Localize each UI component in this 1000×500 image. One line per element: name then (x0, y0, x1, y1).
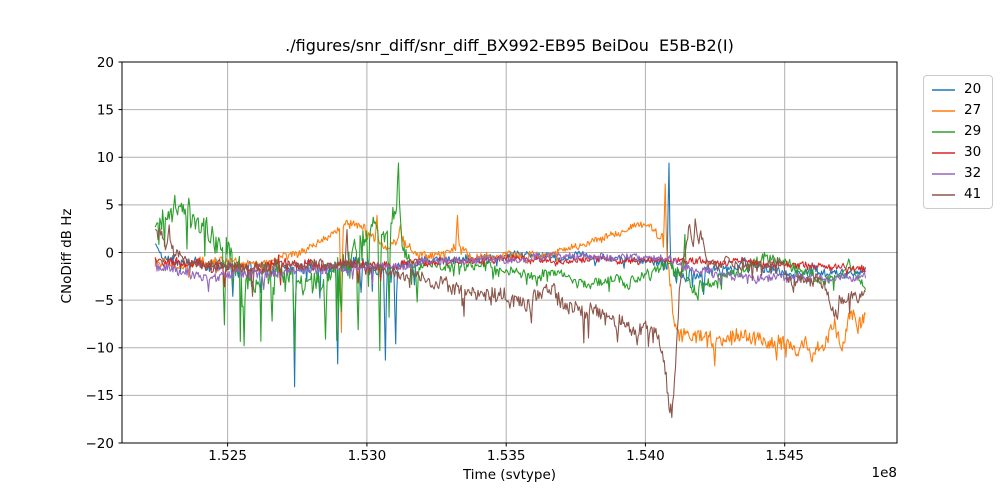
axis-ticks: 1.525 1.530 1.535 1.540 1.545 −20 −15 −10 −5 0 5 10… (86, 55, 805, 464)
legend-entry-20: 20 (924, 79, 992, 100)
x-tick-label: 1.545 (765, 448, 804, 464)
series-lines (154, 162, 867, 419)
y-tick-label: −10 (86, 341, 115, 357)
x-tick-label: 1.530 (348, 448, 387, 464)
legend-label-20: 20 (964, 81, 982, 97)
series-line-32 (155, 252, 867, 293)
x-tick-label: 1.535 (487, 448, 526, 464)
y-tick-label: −15 (86, 388, 115, 404)
y-tick-label: 0 (105, 245, 114, 261)
legend-entry-32: 32 (924, 163, 992, 184)
y-tick-label: 5 (105, 198, 114, 214)
x-axis-offset-label: 1e8 (871, 465, 897, 481)
y-tick-label: 20 (97, 55, 114, 71)
legend-line-sample-27 (932, 109, 955, 112)
legend-label-30: 30 (964, 144, 982, 160)
legend-label-41: 41 (964, 186, 982, 202)
x-tick-label: 1.525 (208, 448, 247, 464)
y-tick-label: 15 (97, 102, 114, 118)
legend-line-sample-41 (932, 193, 955, 196)
series-line-29 (154, 162, 867, 353)
y-tick-label: −5 (94, 293, 114, 309)
series-line-27 (154, 183, 866, 367)
legend-label-32: 32 (964, 165, 982, 181)
legend-box: 20 27 29 30 32 41 (923, 75, 993, 209)
y-tick-label: 10 (97, 150, 114, 166)
legend-entry-29: 29 (924, 121, 992, 142)
legend-line-sample-32 (932, 172, 955, 175)
x-tick-label: 1.540 (626, 448, 665, 464)
legend-entry-30: 30 (924, 142, 992, 163)
chart-title: ./figures/snr_diff/snr_diff_BX992-EB95 B… (285, 36, 734, 55)
legend-entry-41: 41 (924, 184, 992, 205)
legend-line-sample-20 (932, 88, 955, 91)
x-axis-label: Time (svtype) (462, 467, 557, 483)
y-tick-label: −20 (86, 436, 115, 452)
legend-line-sample-30 (932, 151, 955, 154)
legend-line-sample-29 (932, 130, 955, 133)
legend-label-29: 29 (964, 123, 982, 139)
series-line-41 (154, 218, 866, 419)
legend-label-27: 27 (964, 102, 982, 118)
legend-entry-27: 27 (924, 100, 992, 121)
